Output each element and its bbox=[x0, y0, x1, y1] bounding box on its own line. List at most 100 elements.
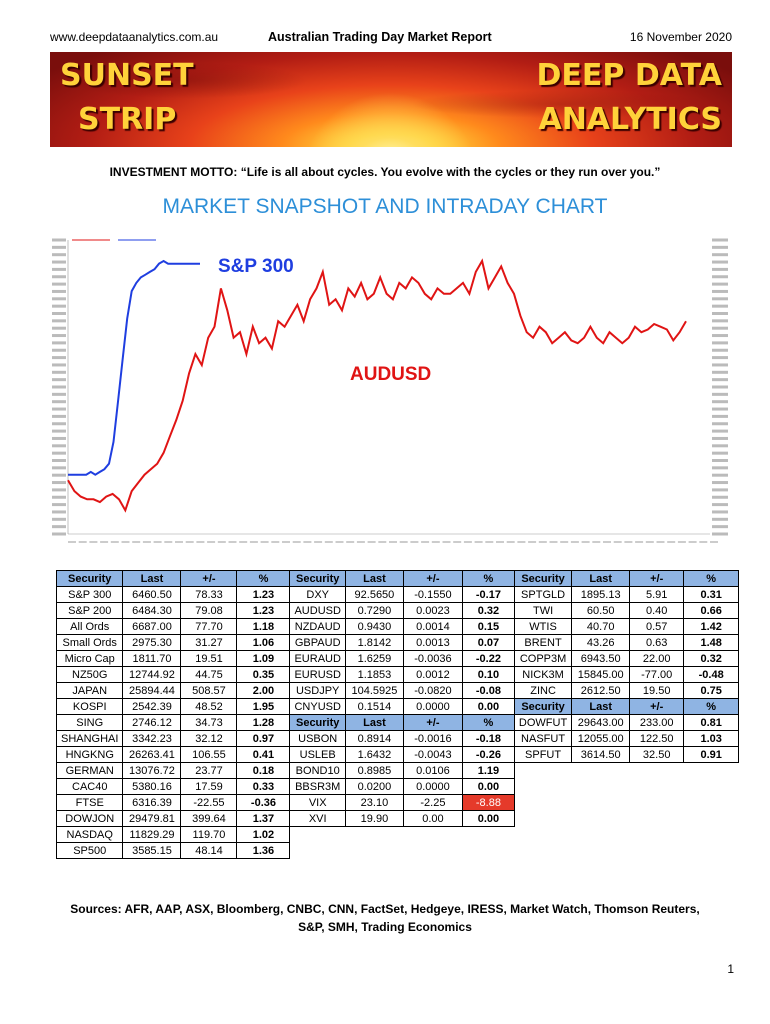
table-cell: 29643.00 bbox=[571, 714, 631, 731]
table-row: SP500 3585.15 48.14 1.36 bbox=[55, 842, 739, 859]
table-cell: 25894.44 bbox=[122, 682, 182, 699]
table-cell: 6484.30 bbox=[122, 602, 182, 619]
x-tick bbox=[592, 541, 601, 543]
y-tick-left bbox=[52, 348, 66, 352]
column-header: % bbox=[236, 570, 291, 587]
table-cell: 0.32 bbox=[461, 602, 515, 619]
y-tick-right bbox=[712, 304, 728, 308]
empty-cell bbox=[462, 843, 514, 859]
table-row: HNGKNG 26263.41 106.55 0.41 USLEB 1.6432 -0.00… bbox=[55, 746, 740, 763]
sources-line-2: S&P, SMH, Trading Economics bbox=[298, 920, 472, 934]
table-cell: 0.8985 bbox=[344, 762, 404, 779]
table-cell: 0.0013 bbox=[402, 634, 463, 651]
table-cell: 1.42 bbox=[683, 618, 740, 635]
y-tick-right bbox=[712, 429, 728, 433]
y-tick-left bbox=[52, 297, 66, 301]
table-cell: 0.0014 bbox=[402, 618, 463, 635]
table-cell: 0.8914 bbox=[344, 730, 404, 747]
y-tick-left bbox=[52, 356, 66, 360]
sources-line-1: Sources: AFR, AAP, ASX, Bloomberg, CNBC,… bbox=[70, 902, 700, 916]
y-tick-left bbox=[52, 275, 66, 279]
table-row: All Ords 6687.00 77.70 1.18 NZDAUD 0.9430 0.00… bbox=[55, 618, 740, 635]
y-tick-right bbox=[712, 481, 728, 485]
column-header: % bbox=[461, 714, 515, 731]
table-cell: 48.14 bbox=[180, 842, 238, 859]
table-cell: 0.66 bbox=[683, 602, 740, 619]
empty-cell bbox=[290, 843, 345, 859]
x-tick bbox=[89, 541, 98, 543]
table-cell: 2.00 bbox=[236, 682, 291, 699]
y-tick-right bbox=[712, 341, 728, 345]
table-cell: 399.64 bbox=[180, 810, 238, 827]
y-tick-left bbox=[52, 459, 66, 462]
x-tick bbox=[324, 541, 333, 543]
y-tick-left bbox=[52, 312, 66, 315]
audusd-series-line bbox=[67, 258, 687, 513]
table-cell: 0.9430 bbox=[344, 618, 404, 635]
y-tick-right bbox=[712, 495, 728, 499]
table-cell: 3585.15 bbox=[122, 842, 182, 859]
table-cell: 23.77 bbox=[180, 762, 238, 779]
table-cell: 15845.00 bbox=[571, 666, 631, 683]
table-cell: 104.5925 bbox=[344, 682, 404, 699]
table-cell: 1.02 bbox=[236, 826, 291, 843]
y-tick-right bbox=[712, 451, 728, 455]
y-tick-right bbox=[712, 319, 728, 323]
y-tick-right bbox=[712, 473, 728, 477]
empty-cell bbox=[630, 811, 684, 827]
x-tick bbox=[185, 541, 194, 543]
x-tick bbox=[142, 541, 151, 543]
table-cell: XVI bbox=[289, 810, 346, 827]
table-cell: USDJPY bbox=[289, 682, 346, 699]
x-tick bbox=[164, 541, 173, 543]
y-tick-right bbox=[712, 532, 728, 536]
table-row: NZ50G 12744.92 44.75 0.35 EURUSD 1.1853 0.0012… bbox=[55, 666, 740, 683]
table-cell: 0.35 bbox=[236, 666, 291, 683]
table-cell: 1.6259 bbox=[344, 650, 404, 667]
table-cell: 5380.16 bbox=[122, 778, 182, 795]
empty-cell bbox=[684, 843, 739, 859]
y-tick-right bbox=[712, 459, 728, 462]
table-cell: 19.51 bbox=[180, 650, 238, 667]
table-cell: -0.08 bbox=[461, 682, 515, 699]
banner-sunset-text: SUNSET bbox=[60, 58, 194, 93]
table-cell: Small Ords bbox=[55, 634, 124, 651]
column-header: +/- bbox=[629, 570, 685, 587]
table-row: GERMAN 13076.72 23.77 0.18 BOND10 0.8985 0.010… bbox=[55, 762, 739, 779]
y-tick-left bbox=[52, 481, 66, 485]
table-cell: -0.1550 bbox=[402, 586, 463, 603]
x-tick bbox=[667, 541, 676, 543]
table-row: SING 2746.12 34.73 1.28 Security Last +/-% DOWF… bbox=[55, 714, 740, 731]
table-cell: -22.55 bbox=[180, 794, 238, 811]
y-tick-left bbox=[52, 363, 66, 367]
y-tick-right bbox=[712, 363, 728, 367]
column-header: Security bbox=[289, 570, 346, 587]
y-tick-right bbox=[712, 282, 728, 286]
x-tick bbox=[453, 541, 462, 543]
empty-cell bbox=[290, 827, 345, 843]
table-cell: 0.0106 bbox=[402, 762, 463, 779]
x-tick bbox=[249, 541, 258, 543]
table-cell: 19.50 bbox=[629, 682, 685, 699]
table-cell: 1.09 bbox=[236, 650, 291, 667]
y-tick-left bbox=[52, 444, 66, 448]
x-tick bbox=[303, 541, 312, 543]
x-tick bbox=[196, 541, 205, 543]
table-cell: 2612.50 bbox=[571, 682, 631, 699]
table-row: KOSPI 2542.39 48.52 1.95 CNYUSD 0.1514 0.0000 0… bbox=[55, 698, 740, 715]
empty-cell bbox=[630, 779, 684, 795]
column-header: % bbox=[683, 698, 740, 715]
table-cell: -0.48 bbox=[683, 666, 740, 683]
x-tick bbox=[282, 541, 290, 543]
table-cell: 0.40 bbox=[629, 602, 685, 619]
table-cell: COPP3M bbox=[513, 650, 573, 667]
x-tick bbox=[207, 541, 216, 543]
table-row: S&P 300 6460.50 78.33 1.23 DXY 92.5650 -0.1550… bbox=[55, 586, 740, 603]
x-tick bbox=[688, 541, 697, 543]
empty-cell bbox=[403, 843, 462, 859]
x-tick bbox=[153, 541, 162, 543]
table-cell: CNYUSD bbox=[289, 698, 346, 715]
table-cell: -0.0016 bbox=[402, 730, 463, 747]
y-tick-right bbox=[712, 444, 728, 448]
x-tick bbox=[399, 541, 408, 543]
